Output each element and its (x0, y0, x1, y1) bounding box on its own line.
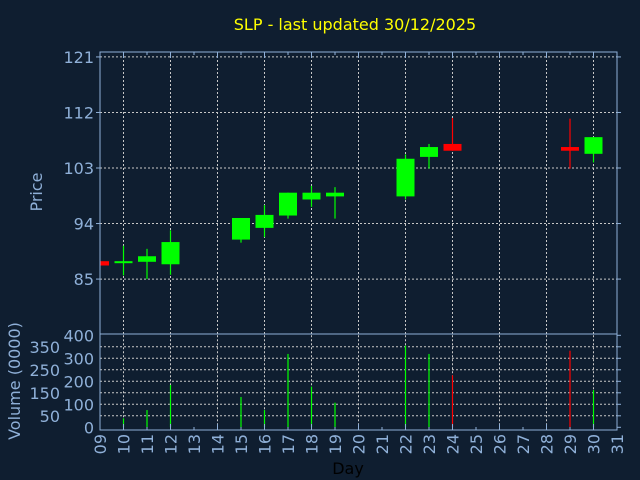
candle-body (138, 256, 156, 262)
x-tick-label: 26 (491, 434, 510, 454)
x-tick-label: 17 (279, 434, 298, 454)
candle-body (443, 143, 462, 151)
candle-body (255, 214, 274, 228)
x-tick-label: 28 (538, 434, 557, 454)
candle-body (279, 192, 297, 216)
candle-body (114, 261, 133, 264)
x-tick-label: 12 (162, 434, 181, 454)
x-tick-label: 11 (138, 434, 157, 454)
volume-tick-label: 100 (63, 395, 94, 414)
x-tick-label: 31 (608, 434, 627, 454)
x-tick-label: 16 (256, 434, 275, 454)
volume-tick-label: 300 (63, 349, 94, 368)
x-tick-label: 29 (561, 434, 580, 454)
candle-body (584, 137, 603, 154)
price-tick-label: 103 (63, 159, 94, 178)
x-axis-label: Day (332, 459, 364, 478)
volume-tick-label: 50 (40, 407, 60, 426)
price-tick-label: 112 (63, 103, 94, 122)
candle-body (161, 242, 180, 265)
x-tick-label: 22 (397, 434, 416, 454)
x-tick-label: 13 (185, 434, 204, 454)
price-tick-label: 94 (74, 215, 94, 234)
candle-body (396, 158, 415, 197)
x-tick-label: 18 (303, 434, 322, 454)
volume-tick-label: 400 (63, 326, 94, 345)
chart-title: SLP - last updated 30/12/2025 (234, 15, 476, 34)
x-tick-label: 27 (514, 434, 533, 454)
volume-plot-frame (99, 333, 618, 431)
x-tick-label: 14 (209, 434, 228, 454)
volume-tick-label: 0 (84, 418, 94, 437)
x-tick-label: 21 (373, 434, 392, 454)
candle-body (420, 147, 438, 157)
x-tick-label: 30 (585, 434, 604, 454)
x-tick-label: 20 (350, 434, 369, 454)
price-axis-label: Price (27, 172, 46, 211)
candle-body (326, 192, 344, 197)
x-tick-label: 25 (467, 434, 486, 454)
volume-tick-label: 250 (29, 361, 60, 380)
x-tick-label: 24 (444, 434, 463, 454)
x-tick-label: 19 (326, 434, 345, 454)
volume-tick-label: 200 (63, 372, 94, 391)
candles (100, 118, 603, 280)
x-tick-label: 23 (420, 434, 439, 454)
candle-body (232, 217, 250, 240)
volume-tick-label: 150 (29, 384, 60, 403)
x-tick-label: 10 (115, 434, 134, 454)
x-tick-label: 09 (91, 434, 110, 454)
volume-axis-label: Volume (0000) (5, 322, 24, 440)
x-tick-label: 15 (232, 434, 251, 454)
price-tick-label: 121 (63, 48, 94, 67)
candle-body (302, 192, 321, 200)
grid (100, 52, 617, 430)
volume-tick-label: 350 (29, 338, 60, 357)
candle-body (100, 261, 109, 266)
price-tick-label: 85 (74, 270, 94, 289)
marks (100, 118, 603, 428)
candle-body (561, 147, 579, 151)
